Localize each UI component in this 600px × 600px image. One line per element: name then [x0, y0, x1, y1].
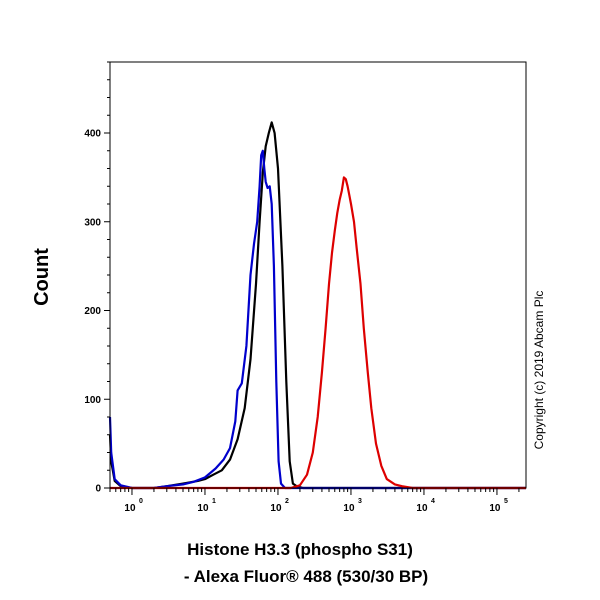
- x-tick-label: 10: [343, 503, 355, 514]
- plot-frame: [109, 61, 527, 489]
- series-layer: [108, 121, 526, 490]
- y-tick-label: 300: [84, 217, 101, 228]
- copyright-notice: Copyright (c) 2019 Abcam Plc: [532, 291, 546, 450]
- x-axis-label-line-2: - Alexa Fluor® 488 (530/30 BP): [184, 567, 428, 586]
- y-tick-label: 100: [84, 395, 101, 406]
- x-axis-label-line-1: Histone H3.3 (phospho S31): [187, 540, 413, 559]
- x-tick-label-exponent: 3: [358, 498, 362, 505]
- x-tick-label: 10: [124, 503, 136, 514]
- y-axis-label: Count: [31, 248, 53, 306]
- series-line-2: [110, 176, 526, 490]
- x-tick-label-exponent: 0: [139, 498, 143, 505]
- y-tick-label: 0: [95, 484, 101, 495]
- y-tick-label: 400: [84, 129, 101, 140]
- x-tick-label: 10: [197, 503, 209, 514]
- x-tick-label-exponent: 1: [212, 498, 216, 505]
- x-tick-label-exponent: 5: [504, 498, 508, 505]
- series-line-0: [108, 121, 526, 490]
- x-tick-label-exponent: 2: [285, 498, 289, 505]
- x-tick-label: 10: [270, 503, 282, 514]
- y-tick-label: 200: [84, 306, 101, 317]
- series-line-1: [108, 149, 526, 490]
- x-tick-label: 10: [489, 503, 501, 514]
- x-tick-label: 10: [416, 503, 428, 514]
- x-tick-label-exponent: 4: [431, 498, 435, 505]
- y-axis: 0 100 200 300 400: [84, 61, 110, 495]
